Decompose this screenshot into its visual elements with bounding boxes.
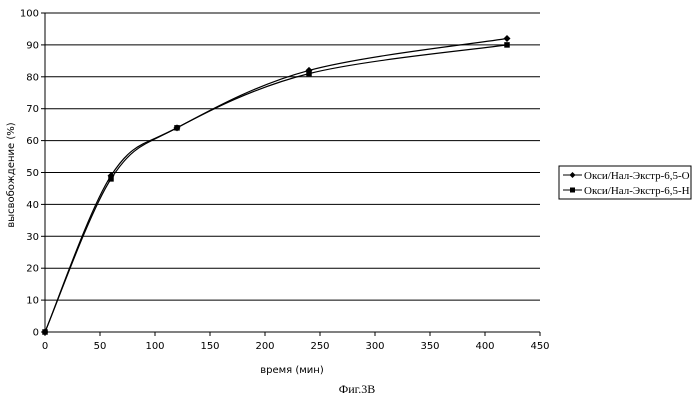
series-line-1 <box>45 39 507 332</box>
series-line-2 <box>45 45 507 332</box>
y-tick-labels: 0 10 20 30 40 50 60 70 80 90 100 <box>20 9 39 339</box>
legend-label-1: Окси/Нал-Экстр-6,5-О <box>584 170 690 182</box>
x-tick-label-6: 300 <box>365 341 384 352</box>
series-2-point-3 <box>306 71 312 77</box>
y-tick-label-0: 0 <box>33 328 39 339</box>
figure-caption: Фиг.3В <box>339 382 375 396</box>
series-2-point-1 <box>108 176 114 182</box>
y-tick-label-4: 40 <box>26 200 39 211</box>
y-tick-label-10: 100 <box>20 9 39 20</box>
y-tick-label-5: 50 <box>26 168 39 179</box>
grid-lines <box>45 13 540 300</box>
y-tick-label-2: 20 <box>26 264 39 275</box>
legend-label-2: Окси/Нал-Экстр-6,5-Н <box>584 185 690 197</box>
y-tick-label-7: 70 <box>26 104 39 115</box>
series-2-point-2 <box>174 125 180 131</box>
x-tick-label-1: 50 <box>94 341 107 352</box>
legend-marker-square <box>570 188 575 193</box>
legend: Окси/Нал-Экстр-6,5-О Окси/Нал-Экстр-6,5-… <box>559 166 691 199</box>
y-axis-title: высвобождение (%) <box>6 122 17 227</box>
x-tick-label-3: 150 <box>200 341 219 352</box>
series-2-point-0 <box>42 329 48 335</box>
x-tick-label-8: 400 <box>475 341 494 352</box>
x-axis-title: время (мин) <box>260 365 324 376</box>
x-tick-label-9: 450 <box>530 341 549 352</box>
x-tick-labels: 0 50 100 150 200 250 300 350 400 450 <box>42 341 550 352</box>
y-tick-label-9: 90 <box>26 40 39 51</box>
x-tick-label-7: 350 <box>420 341 439 352</box>
x-tick-label-2: 100 <box>145 341 164 352</box>
y-tick-label-6: 60 <box>26 136 39 147</box>
x-tick-label-4: 200 <box>255 341 274 352</box>
series-2-point-4 <box>504 42 510 48</box>
x-tick-label-5: 250 <box>310 341 329 352</box>
y-tick-label-8: 80 <box>26 72 39 83</box>
series-group <box>42 35 511 335</box>
x-tick-label-0: 0 <box>42 341 48 352</box>
series-1-point-4 <box>504 35 511 42</box>
axes <box>41 13 540 336</box>
y-tick-label-3: 30 <box>26 232 39 243</box>
y-tick-label-1: 10 <box>26 296 39 307</box>
